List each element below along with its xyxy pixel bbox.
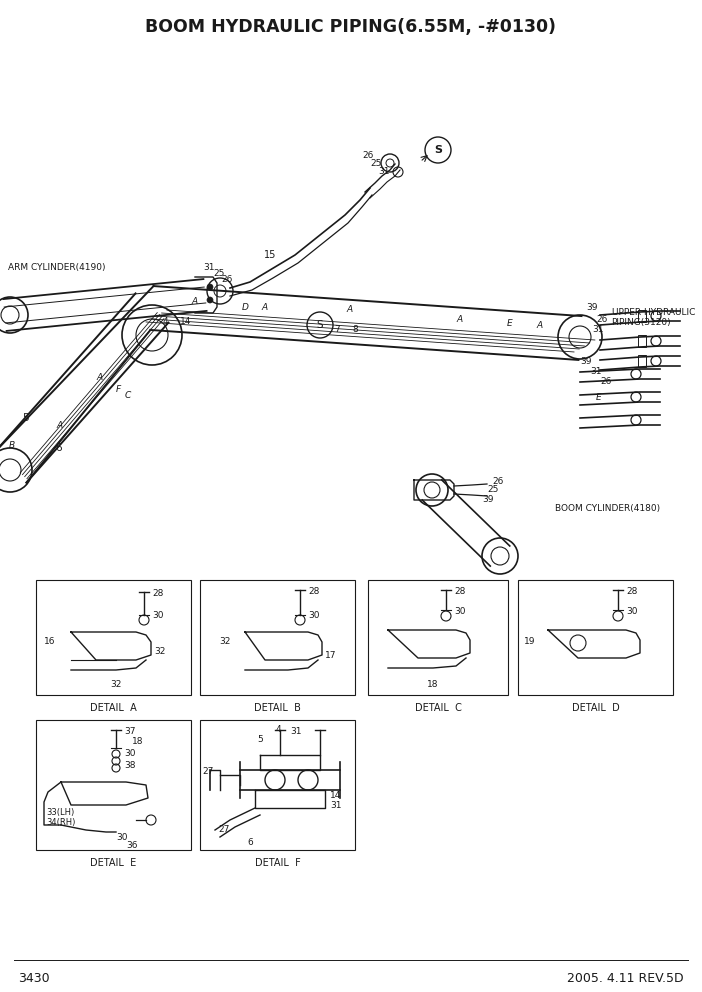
Text: 16: 16 bbox=[44, 638, 55, 647]
Text: A: A bbox=[457, 315, 463, 324]
Text: 6: 6 bbox=[55, 443, 62, 453]
Text: 38: 38 bbox=[124, 762, 135, 771]
Text: 31: 31 bbox=[330, 802, 341, 810]
Text: 28: 28 bbox=[454, 587, 465, 596]
Text: B: B bbox=[9, 440, 15, 449]
Text: 30: 30 bbox=[626, 607, 637, 616]
Text: 26: 26 bbox=[492, 477, 503, 486]
Text: 32: 32 bbox=[110, 680, 121, 689]
Text: 4: 4 bbox=[275, 725, 281, 734]
Text: 27: 27 bbox=[218, 825, 230, 834]
Text: A: A bbox=[347, 306, 353, 314]
Text: 39: 39 bbox=[482, 495, 494, 505]
Text: A: A bbox=[57, 421, 63, 430]
Bar bbox=[518, 580, 673, 695]
Text: S: S bbox=[434, 145, 442, 155]
Text: E: E bbox=[507, 318, 513, 327]
Text: DETAIL  C: DETAIL C bbox=[415, 703, 461, 713]
Text: D: D bbox=[241, 304, 249, 312]
Text: 25: 25 bbox=[213, 270, 225, 279]
Text: ARM CYLINDER(4190): ARM CYLINDER(4190) bbox=[8, 263, 105, 272]
Circle shape bbox=[207, 297, 213, 303]
Text: 25: 25 bbox=[487, 485, 498, 494]
Text: 33(LH): 33(LH) bbox=[46, 807, 74, 816]
Text: S: S bbox=[317, 320, 324, 330]
Bar bbox=[638, 310, 646, 322]
Text: 32: 32 bbox=[154, 648, 166, 657]
Text: 36: 36 bbox=[126, 841, 138, 850]
Text: 28: 28 bbox=[152, 589, 164, 598]
Text: 30: 30 bbox=[116, 833, 128, 842]
Text: C: C bbox=[125, 391, 131, 400]
Text: 28: 28 bbox=[308, 587, 319, 596]
Text: BOOM HYDRAULIC PIPING(6.55M, -#0130): BOOM HYDRAULIC PIPING(6.55M, -#0130) bbox=[145, 18, 557, 36]
Text: 25: 25 bbox=[370, 159, 381, 168]
Text: 14: 14 bbox=[330, 791, 341, 800]
Text: 17: 17 bbox=[325, 651, 336, 660]
Text: 19: 19 bbox=[524, 638, 536, 647]
Text: DETAIL  F: DETAIL F bbox=[255, 858, 300, 868]
Text: 26: 26 bbox=[221, 276, 232, 285]
Text: A: A bbox=[537, 320, 543, 329]
Text: DETAIL  A: DETAIL A bbox=[90, 703, 137, 713]
Text: 31: 31 bbox=[590, 367, 602, 377]
Text: 31: 31 bbox=[592, 325, 604, 334]
Text: 2005. 4.11 REV.5D: 2005. 4.11 REV.5D bbox=[567, 972, 684, 985]
Text: 39: 39 bbox=[586, 304, 597, 312]
Text: DETAIL  D: DETAIL D bbox=[571, 703, 619, 713]
Text: A: A bbox=[192, 298, 198, 307]
Text: A: A bbox=[262, 304, 268, 312]
Text: 31: 31 bbox=[378, 167, 390, 176]
Text: 31: 31 bbox=[203, 264, 215, 273]
Text: 31: 31 bbox=[290, 727, 301, 736]
Text: 5: 5 bbox=[22, 413, 29, 423]
Text: DETAIL  E: DETAIL E bbox=[91, 858, 137, 868]
Text: 26: 26 bbox=[362, 151, 373, 160]
Text: E: E bbox=[596, 394, 602, 403]
Text: 14: 14 bbox=[180, 317, 192, 326]
Text: 37: 37 bbox=[124, 727, 135, 736]
Text: 27: 27 bbox=[203, 768, 214, 777]
Text: 4: 4 bbox=[162, 317, 168, 326]
Text: 6: 6 bbox=[247, 838, 253, 847]
Text: 30: 30 bbox=[308, 610, 319, 619]
Text: 28: 28 bbox=[626, 587, 637, 596]
Text: F: F bbox=[115, 386, 121, 395]
Text: 3430: 3430 bbox=[18, 972, 50, 985]
Text: 39: 39 bbox=[580, 357, 592, 366]
Text: A: A bbox=[97, 374, 103, 383]
Text: 18: 18 bbox=[132, 737, 143, 747]
Text: 8: 8 bbox=[352, 325, 358, 334]
Text: BOOM CYLINDER(4180): BOOM CYLINDER(4180) bbox=[555, 504, 660, 513]
Text: 18: 18 bbox=[428, 680, 439, 689]
Bar bbox=[368, 580, 508, 695]
Bar bbox=[200, 720, 355, 850]
Text: UPPER HYDRAULIC
PIPING(3120): UPPER HYDRAULIC PIPING(3120) bbox=[611, 308, 695, 327]
Text: 26: 26 bbox=[596, 315, 607, 324]
Text: 34(RH): 34(RH) bbox=[46, 817, 75, 826]
Bar bbox=[638, 355, 646, 367]
Text: DETAIL  B: DETAIL B bbox=[254, 703, 301, 713]
Circle shape bbox=[207, 284, 213, 290]
Text: 26: 26 bbox=[600, 378, 611, 387]
Bar bbox=[36, 580, 191, 695]
Text: 15: 15 bbox=[264, 250, 276, 260]
Text: 5: 5 bbox=[257, 735, 263, 744]
Text: 30: 30 bbox=[124, 750, 135, 759]
Text: 7: 7 bbox=[334, 325, 340, 334]
Bar bbox=[638, 335, 646, 347]
Bar bbox=[200, 580, 355, 695]
Text: 32: 32 bbox=[219, 638, 231, 647]
Bar bbox=[36, 720, 191, 850]
Text: 30: 30 bbox=[152, 610, 164, 619]
Text: 30: 30 bbox=[454, 607, 465, 616]
